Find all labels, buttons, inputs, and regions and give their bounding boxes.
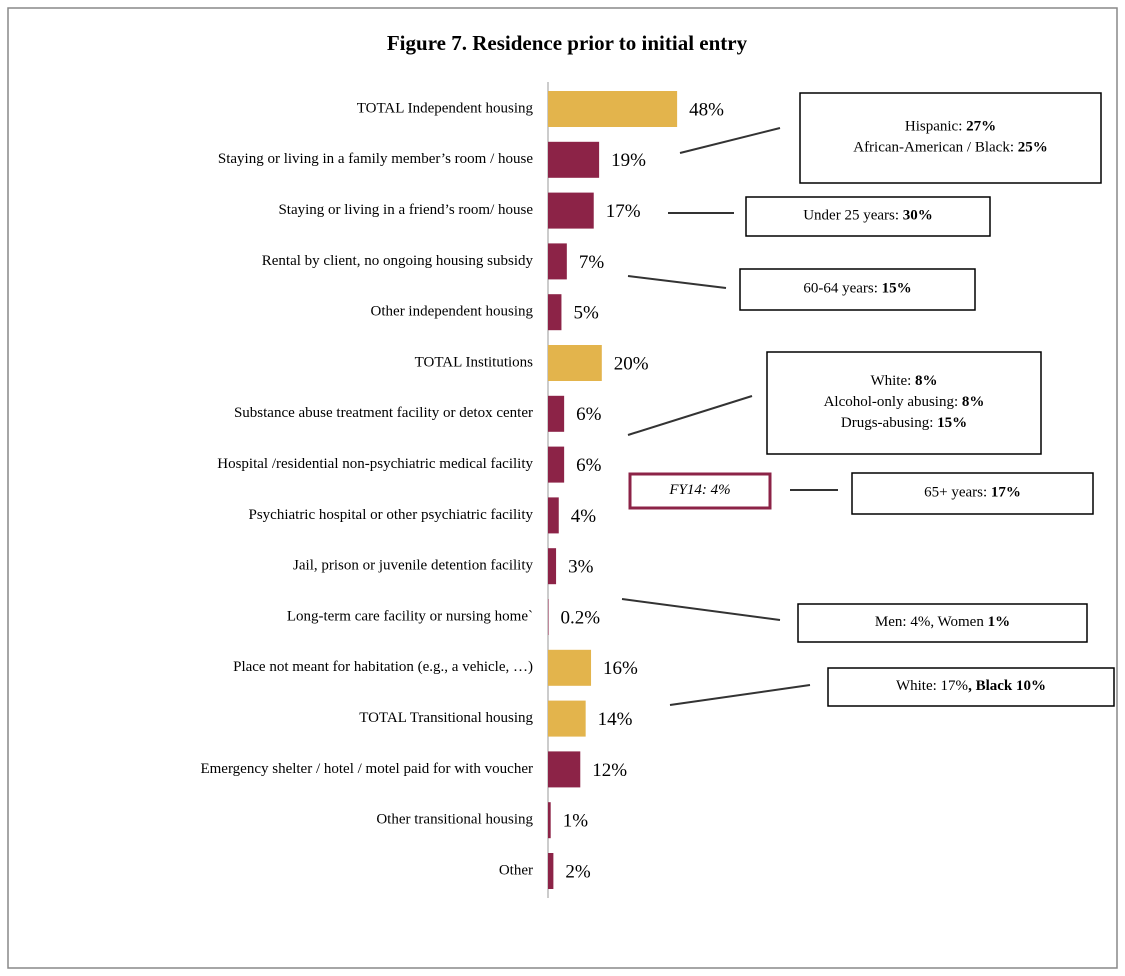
bar [548, 91, 678, 127]
annotation-segment: 8% [915, 373, 938, 389]
annotation-segment: Drugs-abusing: [841, 415, 937, 431]
category-label: Staying or living in a friend’s room/ ho… [278, 202, 533, 218]
value-label: 6% [576, 404, 602, 425]
annotation-segment: 8% [962, 394, 985, 410]
annotation-text: Hispanic: 27% [905, 119, 996, 135]
value-label: 7% [579, 252, 605, 273]
annotation-segment: White: 17% [896, 678, 968, 694]
value-label: 20% [614, 353, 649, 374]
value-label: 12% [592, 760, 627, 781]
bar [548, 853, 554, 889]
annotation-segment: 15% [937, 415, 967, 431]
bar [548, 395, 565, 432]
annotation-segment: 60-64 years: [803, 281, 881, 297]
bar [548, 548, 557, 585]
annotation-segment: FY14: 4% [668, 482, 730, 498]
annotation-segment: 17% [991, 485, 1021, 501]
annotation-box [745, 196, 991, 237]
category-label: Other independent housing [371, 304, 534, 320]
category-label: TOTAL Transitional housing [359, 710, 533, 726]
value-label: 16% [603, 658, 638, 679]
bar [548, 802, 551, 839]
annotation-box [739, 268, 976, 311]
annotation-box [766, 351, 1042, 455]
annotation-segment: African-American / Black: [853, 140, 1018, 156]
annotation-box [797, 603, 1088, 643]
category-label: Substance abuse treatment facility or de… [234, 405, 533, 421]
value-label: 14% [598, 709, 633, 730]
annotation-segment: 27% [966, 119, 996, 135]
chart-title: Figure 7. Residence prior to initial ent… [387, 31, 748, 55]
connector [669, 684, 811, 706]
annotation-text: Under 25 years: 30% [803, 208, 933, 224]
category-label: Other transitional housing [376, 812, 533, 828]
bar [548, 751, 581, 788]
connector [627, 395, 753, 436]
annotation-segment: 10% [1016, 678, 1046, 694]
annotation-segment: 30% [903, 208, 933, 224]
value-label: 0.2% [561, 607, 601, 628]
value-label: 3% [568, 557, 594, 578]
category-label: Jail, prison or juvenile detention facil… [293, 558, 533, 574]
annotation-segment: Hispanic: [905, 119, 966, 135]
connector [627, 275, 727, 289]
annotation-text: White: 17%, Black 10% [896, 678, 1046, 694]
annotation-text: African-American / Black: 25% [853, 140, 1048, 156]
connector [679, 127, 781, 154]
annotation-segment: 65+ years: [924, 485, 991, 501]
value-label: 48% [689, 99, 724, 120]
value-label: 2% [565, 861, 591, 882]
annotation-text: 65+ years: 17% [924, 485, 1021, 501]
category-label: Place not meant for habitation (e.g., a … [233, 659, 533, 675]
annotation-segment: Alcohol-only abusing: [824, 394, 962, 410]
category-label: Staying or living in a family member’s r… [218, 151, 533, 167]
value-label: 17% [606, 201, 641, 222]
annotation-text: Men: 4%, Women 1% [875, 614, 1010, 630]
bar [548, 243, 567, 280]
bar [548, 192, 594, 229]
annotation-segment: , Black [968, 678, 1016, 694]
category-label: Hospital /residential non-psychiatric me… [217, 456, 533, 472]
bar [548, 294, 562, 331]
category-label: Rental by client, no ongoing housing sub… [262, 253, 534, 269]
bar [548, 345, 602, 381]
bar [548, 446, 565, 483]
value-label: 19% [611, 150, 646, 171]
annotation-box [851, 472, 1094, 515]
category-label: Long-term care facility or nursing home` [287, 608, 533, 624]
bar [548, 141, 600, 178]
annotation-text: Drugs-abusing: 15% [841, 415, 967, 431]
category-label: Other [499, 862, 533, 878]
bar [548, 700, 586, 737]
annotation-text: FY14: 4% [668, 482, 730, 498]
annotation-text: 60-64 years: 15% [803, 281, 911, 297]
annotation-box [799, 92, 1102, 184]
value-label: 6% [576, 455, 602, 476]
value-label: 4% [571, 506, 597, 527]
annotation-segment: 1% [988, 614, 1011, 630]
annotation-segment: 15% [882, 281, 912, 297]
bar [548, 599, 549, 635]
value-label: 5% [573, 303, 599, 324]
connector [621, 598, 781, 621]
annotation-segment: 25% [1018, 140, 1048, 156]
annotation-text: Alcohol-only abusing: 8% [824, 394, 985, 410]
category-label: Psychiatric hospital or other psychiatri… [248, 507, 533, 523]
value-label: 1% [563, 811, 589, 832]
category-label: TOTAL Independent housing [357, 100, 534, 116]
annotation-box [827, 667, 1115, 707]
annotation-segment: Men: 4%, Women [875, 614, 988, 630]
annotation-box [628, 472, 772, 510]
bar [548, 649, 592, 686]
annotation-segment: White: [870, 373, 915, 389]
bar [548, 497, 559, 534]
annotation-segment: Under 25 years: [803, 208, 903, 224]
annotation-text: White: 8% [870, 373, 937, 389]
category-label: TOTAL Institutions [415, 354, 534, 370]
category-label: Emergency shelter / hotel / motel paid f… [200, 761, 533, 777]
